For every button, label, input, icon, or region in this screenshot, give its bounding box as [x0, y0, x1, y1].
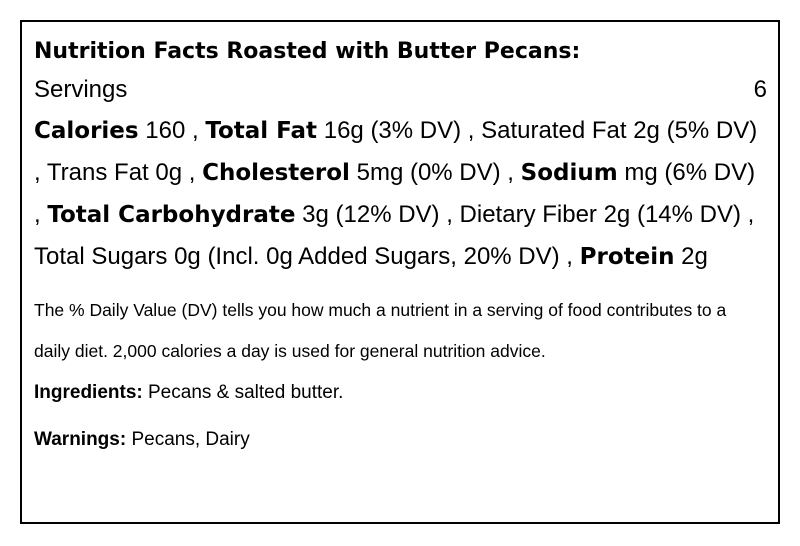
ingredients-line: Ingredients: Pecans & salted butter. — [34, 380, 767, 406]
total-fat-text: 16g (3% DV) , Saturated Fat 2g (5% DV) ,… — [34, 117, 758, 186]
nutrition-facts: Calories 160 , Total Fat 16g (3% DV) , S… — [34, 110, 767, 278]
protein-text: 2g — [674, 243, 708, 270]
calories-label: Calories — [34, 118, 139, 144]
warnings-line: Warnings: Pecans, Dairy — [34, 427, 767, 453]
servings-row: Servings 6 — [34, 70, 767, 110]
total-fat-label: Total Fat — [205, 118, 318, 144]
nutrition-label: Nutrition Facts Roasted with Butter Peca… — [20, 20, 780, 524]
nutrition-title: Nutrition Facts Roasted with Butter Peca… — [34, 39, 581, 64]
sodium-label: Sodium — [520, 160, 618, 186]
ingredients-label: Ingredients: — [34, 382, 143, 403]
warnings-value: Pecans, Dairy — [126, 429, 250, 450]
cholesterol-text: 5mg (0% DV) , — [349, 159, 521, 186]
sodium-text: mg (6% DV) , — [34, 159, 756, 228]
protein-label: Protein — [579, 244, 675, 270]
servings-value: 6 — [753, 76, 767, 103]
total-carbohydrate-text: 3g (12% DV) , Dietary Fiber 2g (14% DV) … — [34, 201, 755, 270]
total-carbohydrate-label: Total Carbohydrate — [47, 202, 296, 228]
warnings-label: Warnings: — [34, 429, 127, 450]
calories-text: 160 , — [138, 117, 206, 144]
ingredients-value: Pecans & salted butter. — [142, 382, 344, 403]
daily-value-note: The % Daily Value (DV) tells you how muc… — [34, 300, 727, 361]
servings-label: Servings — [34, 76, 128, 103]
cholesterol-label: Cholesterol — [202, 160, 350, 186]
